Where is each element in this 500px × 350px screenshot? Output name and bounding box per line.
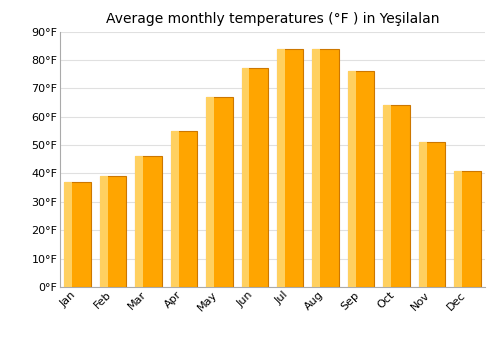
Bar bbox=[242, 68, 250, 287]
Bar bbox=[418, 142, 426, 287]
Bar bbox=[383, 105, 391, 287]
Bar bbox=[64, 182, 91, 287]
Bar bbox=[170, 131, 197, 287]
Bar bbox=[136, 156, 143, 287]
Bar bbox=[100, 176, 126, 287]
Bar bbox=[454, 170, 480, 287]
Bar bbox=[348, 71, 356, 287]
Bar bbox=[418, 142, 445, 287]
Bar bbox=[242, 68, 268, 287]
Bar bbox=[454, 170, 462, 287]
Bar bbox=[206, 97, 214, 287]
Bar bbox=[348, 71, 374, 287]
Bar bbox=[277, 49, 303, 287]
Bar bbox=[170, 131, 178, 287]
Bar bbox=[136, 156, 162, 287]
Bar bbox=[312, 49, 320, 287]
Title: Average monthly temperatures (°F ) in Yeşilalan: Average monthly temperatures (°F ) in Ye… bbox=[106, 12, 440, 26]
Bar bbox=[206, 97, 233, 287]
Bar bbox=[277, 49, 285, 287]
Bar bbox=[64, 182, 72, 287]
Bar bbox=[383, 105, 409, 287]
Bar bbox=[100, 176, 108, 287]
Bar bbox=[312, 49, 339, 287]
